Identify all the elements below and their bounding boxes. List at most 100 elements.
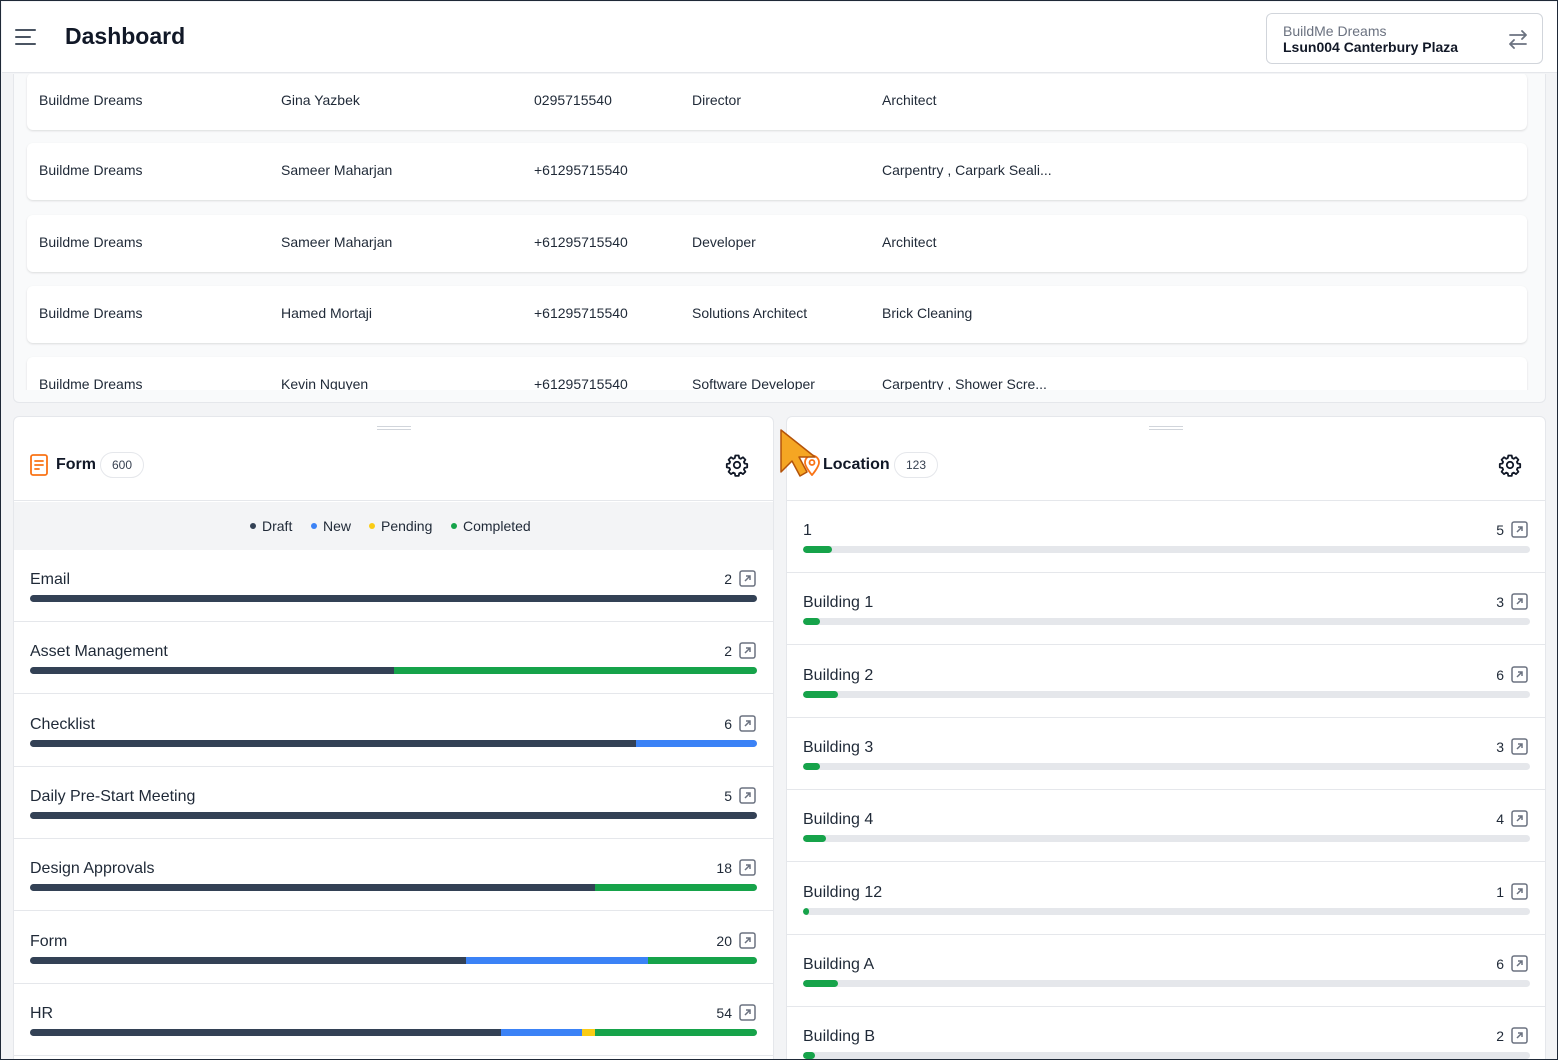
open-external-icon[interactable] xyxy=(739,1004,756,1021)
open-external-icon[interactable] xyxy=(739,714,756,732)
bar-segment-completed xyxy=(647,956,757,964)
table-row[interactable]: Buildme Dreams Sameer Maharjan +6129571554… xyxy=(27,143,1527,200)
contacts-table-scroll[interactable]: Buildme Dreams Gina Yazbek 0295715540 Direc… xyxy=(14,74,1545,390)
legend-item-draft[interactable]: Draft xyxy=(250,518,292,534)
location-progress-bar xyxy=(803,907,1530,915)
form-stat-row[interactable]: Asset Management 2 xyxy=(14,622,773,695)
bar-segment-draft xyxy=(30,811,757,819)
location-settings-gear-icon[interactable] xyxy=(1498,453,1522,477)
legend-dot xyxy=(369,523,375,530)
open-external-icon[interactable] xyxy=(739,931,756,949)
form-type-count: 2 xyxy=(724,643,732,660)
hamburger-menu-icon[interactable] xyxy=(15,29,37,47)
location-stat-row[interactable]: Building 1 3 xyxy=(787,573,1545,646)
location-stat-row[interactable]: Building 3 3 xyxy=(787,718,1545,790)
bar-segment-completed xyxy=(393,667,757,675)
table-row[interactable]: Buildme Dreams Sameer Maharjan +6129571554… xyxy=(27,215,1527,272)
form-stat-row[interactable]: Form 20 xyxy=(14,912,773,984)
drag-handle[interactable] xyxy=(377,426,411,430)
location-count: 2 xyxy=(1496,1028,1504,1045)
project-switcher-button[interactable]: BuildMe Dreams Lsun004 Canterbury Plaza xyxy=(1266,13,1543,64)
legend-label: New xyxy=(323,518,352,534)
open-external-icon[interactable] xyxy=(739,642,756,660)
company-cell: Buildme Dreams xyxy=(39,234,143,250)
location-stat-row[interactable]: Building 4 4 xyxy=(787,790,1545,863)
open-external-icon[interactable] xyxy=(1511,738,1528,755)
location-count: 5 xyxy=(1496,522,1504,538)
form-stat-row[interactable]: Design Approvals 18 xyxy=(14,839,773,912)
table-row[interactable]: Buildme Dreams Kevin Nguyen +61295715540 So… xyxy=(27,357,1527,390)
company-cell: Buildme Dreams xyxy=(39,305,143,321)
contact-name-cell: Gina Yazbek xyxy=(281,92,360,108)
table-row[interactable]: Buildme Dreams Gina Yazbek 0295715540 Direc… xyxy=(27,74,1527,130)
form-type-label: Asset Management xyxy=(30,643,168,661)
form-type-count: 5 xyxy=(724,787,732,804)
location-progress-fill xyxy=(803,835,827,843)
trade-cell: Architect xyxy=(882,92,937,108)
status-progress-bar xyxy=(30,667,757,675)
location-count: 6 xyxy=(1496,955,1504,972)
form-type-label: Email xyxy=(30,571,71,588)
location-progress-fill xyxy=(803,1052,815,1059)
location-progress-fill xyxy=(803,690,838,698)
open-external-icon[interactable] xyxy=(1511,1027,1528,1044)
location-progress-fill xyxy=(803,762,821,770)
form-settings-gear-icon[interactable] xyxy=(725,453,749,477)
location-stat-row[interactable]: Building 2 6 xyxy=(787,646,1545,718)
contact-name-cell: Kevin Nguyen xyxy=(281,376,369,390)
location-stat-row[interactable]: Building B 2 xyxy=(787,1007,1545,1059)
location-stat-row[interactable]: Building 12 1 xyxy=(787,863,1545,935)
phone-cell: +61295715540 xyxy=(534,234,628,250)
bar-segment-new xyxy=(466,956,648,964)
open-external-icon[interactable] xyxy=(739,859,756,876)
bar-segment-draft xyxy=(30,956,467,964)
status-progress-bar xyxy=(30,956,757,964)
legend-item-pending[interactable]: Pending xyxy=(369,518,432,534)
bar-segment-pending xyxy=(581,1028,596,1036)
form-stat-row[interactable]: Checklist 6 xyxy=(14,695,773,767)
company-cell: Buildme Dreams xyxy=(39,92,143,108)
legend-item-new[interactable]: New xyxy=(311,518,351,534)
contacts-table: Buildme Dreams Gina Yazbek 0295715540 Direc… xyxy=(13,74,1546,403)
location-label: 1 xyxy=(803,522,812,539)
phone-cell: +61295715540 xyxy=(534,305,628,321)
legend-dot xyxy=(311,523,317,530)
open-external-icon[interactable] xyxy=(1511,810,1528,827)
open-external-icon[interactable] xyxy=(1511,593,1528,611)
open-external-icon[interactable] xyxy=(1511,521,1528,538)
phone-cell: 0295715540 xyxy=(534,92,612,108)
location-panel-header: Location 123 xyxy=(787,417,1545,501)
role-cell: Software Developer xyxy=(692,376,815,390)
table-row[interactable]: Buildme Dreams Hamed Mortaji +61295715540 S… xyxy=(27,286,1527,343)
location-progress-bar xyxy=(803,762,1530,770)
location-progress-fill xyxy=(803,546,833,553)
status-progress-bar xyxy=(30,811,757,819)
legend-label: Draft xyxy=(262,518,293,534)
location-count: 1 xyxy=(1496,883,1504,900)
bar-segment-draft xyxy=(30,884,596,892)
form-stat-row[interactable]: Email 2 xyxy=(14,550,773,622)
location-label: Building A xyxy=(803,955,875,973)
legend-label: Completed xyxy=(463,518,531,534)
form-stat-row[interactable]: Daily Pre-Start Meeting 5 xyxy=(14,767,773,839)
open-external-icon[interactable] xyxy=(1511,665,1528,683)
form-type-label: Daily Pre-Start Meeting xyxy=(30,787,196,805)
drag-handle[interactable] xyxy=(1149,426,1183,430)
location-progress-bar xyxy=(803,979,1530,987)
legend-item-completed[interactable]: Completed xyxy=(451,518,531,534)
open-external-icon[interactable] xyxy=(1511,955,1528,972)
location-count-badge: 123 xyxy=(894,452,939,478)
legend-label: Pending xyxy=(381,518,433,534)
open-external-icon[interactable] xyxy=(739,787,756,804)
open-external-icon[interactable] xyxy=(739,570,756,587)
legend-dot xyxy=(250,523,256,530)
form-stat-row[interactable]: HR 54 xyxy=(14,984,773,1056)
project-site-name: Lsun004 Canterbury Plaza xyxy=(1283,39,1459,55)
location-label: Building 12 xyxy=(803,883,883,901)
form-type-label: Design Approvals xyxy=(30,860,155,878)
open-external-icon[interactable] xyxy=(1511,882,1528,900)
location-label: Building 4 xyxy=(803,811,874,829)
location-stat-row[interactable]: Building A 6 xyxy=(787,935,1545,1007)
bar-segment-draft xyxy=(30,739,636,747)
